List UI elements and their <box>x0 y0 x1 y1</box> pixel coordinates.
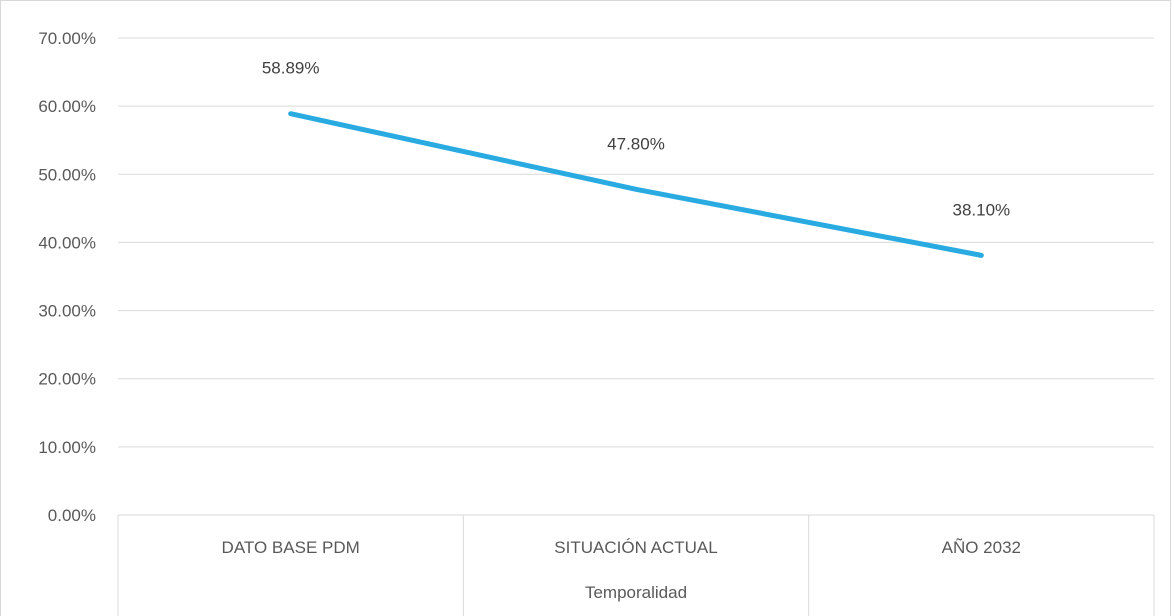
x-tick-label: SITUACIÓN ACTUAL <box>554 538 717 557</box>
data-label: 47.80% <box>607 134 665 153</box>
data-label: 58.89% <box>262 59 320 78</box>
y-tick-label: 70.00% <box>38 29 96 48</box>
x-axis-title: Temporalidad <box>585 583 687 602</box>
y-tick-label: 30.00% <box>38 302 96 321</box>
y-tick-label: 10.00% <box>38 438 96 457</box>
y-tick-label: 0.00% <box>48 506 96 525</box>
x-tick-label: DATO BASE PDM <box>222 538 360 557</box>
y-tick-label: 20.00% <box>38 370 96 389</box>
y-tick-label: 50.00% <box>38 165 96 184</box>
x-tick-label: AÑO 2032 <box>942 538 1021 557</box>
y-tick-label: 40.00% <box>38 233 96 252</box>
y-tick-label: 60.00% <box>38 97 96 116</box>
data-label: 38.10% <box>952 200 1010 219</box>
